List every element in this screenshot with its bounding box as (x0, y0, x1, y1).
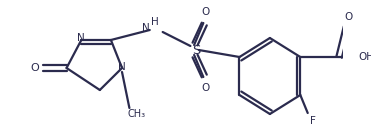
Text: N: N (78, 33, 85, 43)
Text: O: O (31, 63, 39, 73)
Text: OH: OH (359, 52, 371, 62)
Text: N: N (118, 62, 126, 72)
Text: N: N (142, 23, 150, 33)
Text: S: S (192, 44, 200, 56)
Text: O: O (201, 83, 209, 93)
Text: CH₃: CH₃ (128, 109, 146, 119)
Text: O: O (344, 12, 352, 22)
Text: O: O (201, 7, 209, 17)
Text: H: H (151, 17, 159, 27)
Text: F: F (310, 116, 316, 126)
